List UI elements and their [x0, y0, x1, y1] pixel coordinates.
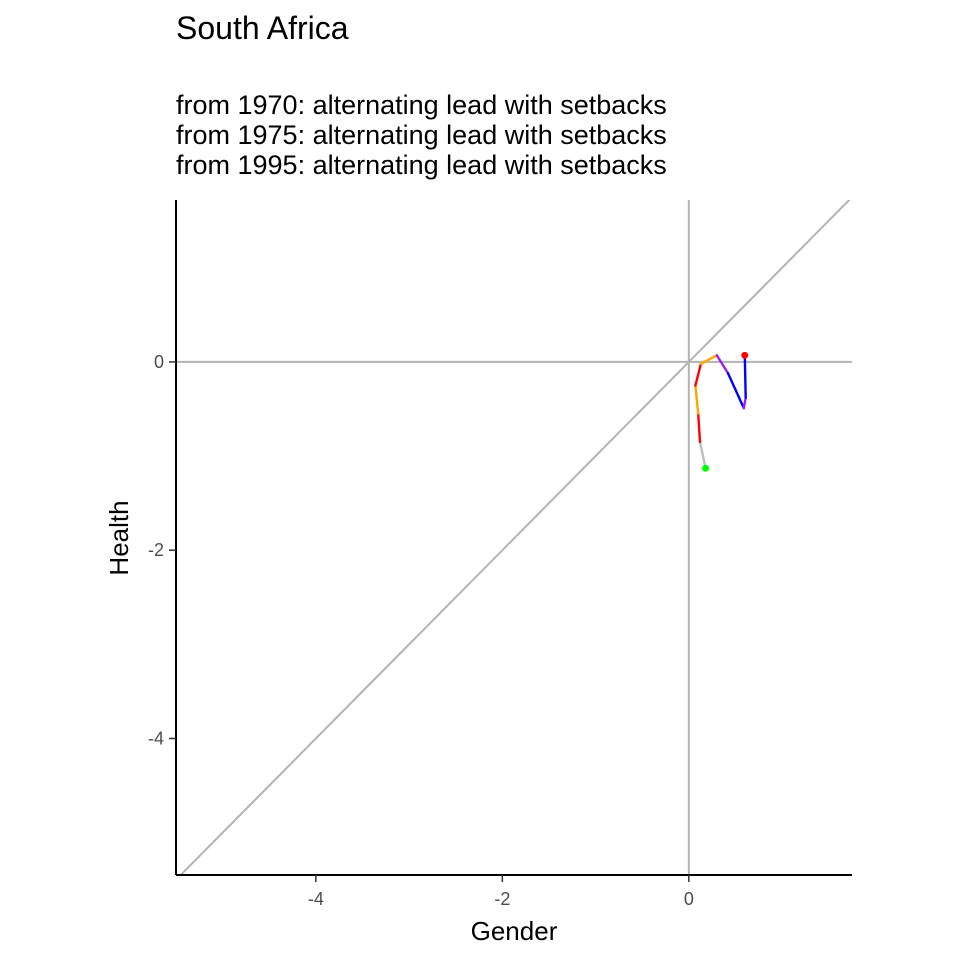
subtitle-line-1995: from 1995: alternating lead with setback… [176, 150, 667, 180]
axis-ticks: -4 -2 0 -4 -2 0 [148, 352, 694, 909]
chart-title: South Africa [176, 10, 349, 46]
x-tick-label: -4 [308, 889, 324, 909]
trajectory-segment-8 [742, 396, 747, 410]
subtitle-line-1975: from 1975: alternating lead with setback… [176, 120, 667, 150]
trajectory-segment-3 [694, 384, 700, 415]
trajectory-segment-7 [726, 372, 745, 410]
trajectory [694, 351, 749, 472]
trajectory-segment-1 [698, 440, 707, 470]
trajectory-segment-6 [715, 354, 730, 375]
trajectory-segment-5 [699, 354, 718, 365]
trajectory-segment-2 [697, 412, 702, 444]
trajectory-segment-9 [743, 354, 747, 399]
start-point [702, 464, 710, 472]
trajectory-segment-4 [694, 362, 703, 387]
reference-lines [176, 200, 852, 875]
y-axis-title: Health [104, 500, 134, 575]
y-tick-label: 0 [154, 352, 164, 372]
end-point [741, 351, 749, 359]
x-axis-title: Gender [471, 916, 558, 946]
diagonal-line [179, 200, 851, 875]
x-tick-label: -2 [494, 889, 510, 909]
subtitle-line-1970: from 1970: alternating lead with setback… [176, 90, 667, 120]
y-tick-label: -2 [148, 540, 164, 560]
x-tick-label: 0 [684, 889, 694, 909]
y-tick-label: -4 [148, 728, 164, 748]
